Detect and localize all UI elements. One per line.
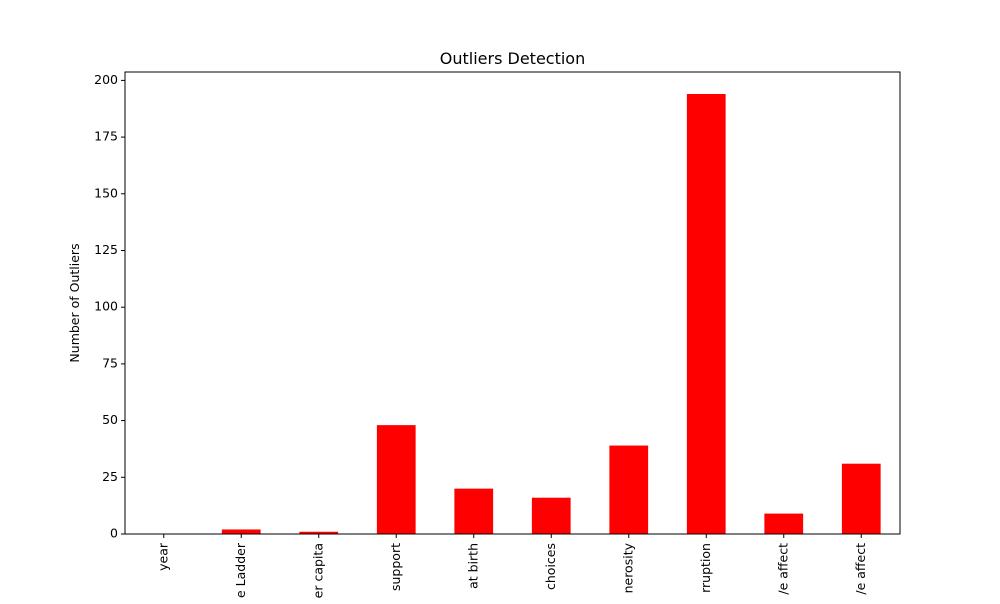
chart-title: Outliers Detection: [440, 49, 585, 68]
x-tick-label: support: [388, 543, 403, 591]
y-tick-label: 50: [102, 412, 118, 427]
bar-2: [221, 529, 261, 534]
x-tick-label: choices: [543, 543, 558, 590]
y-tick-label: 75: [102, 355, 118, 370]
bars-layer: [221, 94, 881, 534]
y-tick-label: 125: [94, 242, 118, 257]
bar-7: [609, 445, 649, 534]
y-axis-label: Number of Outliers: [67, 243, 82, 362]
x-tick-label: at birth: [465, 543, 480, 589]
x-axis: year e Ladder er capita support at birth choi…: [155, 534, 868, 598]
bar-3: [299, 531, 339, 534]
bar-8: [686, 94, 726, 534]
y-tick-label: 175: [94, 129, 118, 144]
y-axis: 0 25 50 75 100 125 150 175 200: [94, 72, 125, 541]
x-tick-label: rruption: [698, 543, 713, 593]
bar-9: [764, 513, 804, 534]
y-tick-label: 150: [94, 185, 118, 200]
bar-6: [531, 497, 571, 534]
y-tick-label: 25: [102, 469, 118, 484]
x-tick-label: e Ladder: [233, 542, 248, 598]
y-tick-label: 200: [94, 72, 118, 87]
plot-frame: [124, 71, 901, 535]
bar-4: [376, 425, 416, 534]
x-tick-label: nerosity: [620, 542, 635, 593]
x-tick-label: /e affect: [775, 543, 790, 595]
y-tick-label: 100: [94, 299, 118, 314]
bar-10: [841, 463, 881, 534]
x-tick-label: year: [155, 542, 170, 571]
x-tick-label: /e affect: [853, 543, 868, 595]
y-tick-label: 0: [110, 526, 118, 541]
bar-5: [454, 488, 494, 534]
x-tick-label: er capita: [310, 543, 325, 598]
